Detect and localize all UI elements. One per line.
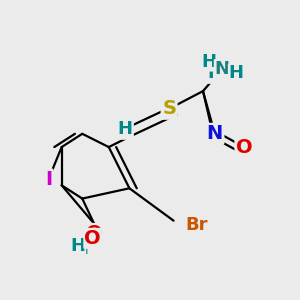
Text: O: O (236, 138, 253, 157)
Text: H: H (201, 53, 216, 71)
Text: N: N (207, 124, 223, 143)
Text: H: H (118, 120, 133, 138)
Text: N: N (214, 60, 230, 78)
Text: H: H (70, 237, 86, 255)
Text: H: H (229, 64, 244, 82)
Text: H: H (73, 240, 88, 258)
Text: Br: Br (185, 216, 208, 234)
Text: O: O (86, 224, 102, 243)
Text: S: S (162, 99, 176, 118)
Text: I: I (45, 170, 52, 189)
Text: NH₂: NH₂ (208, 64, 245, 82)
Text: O: O (84, 229, 101, 248)
